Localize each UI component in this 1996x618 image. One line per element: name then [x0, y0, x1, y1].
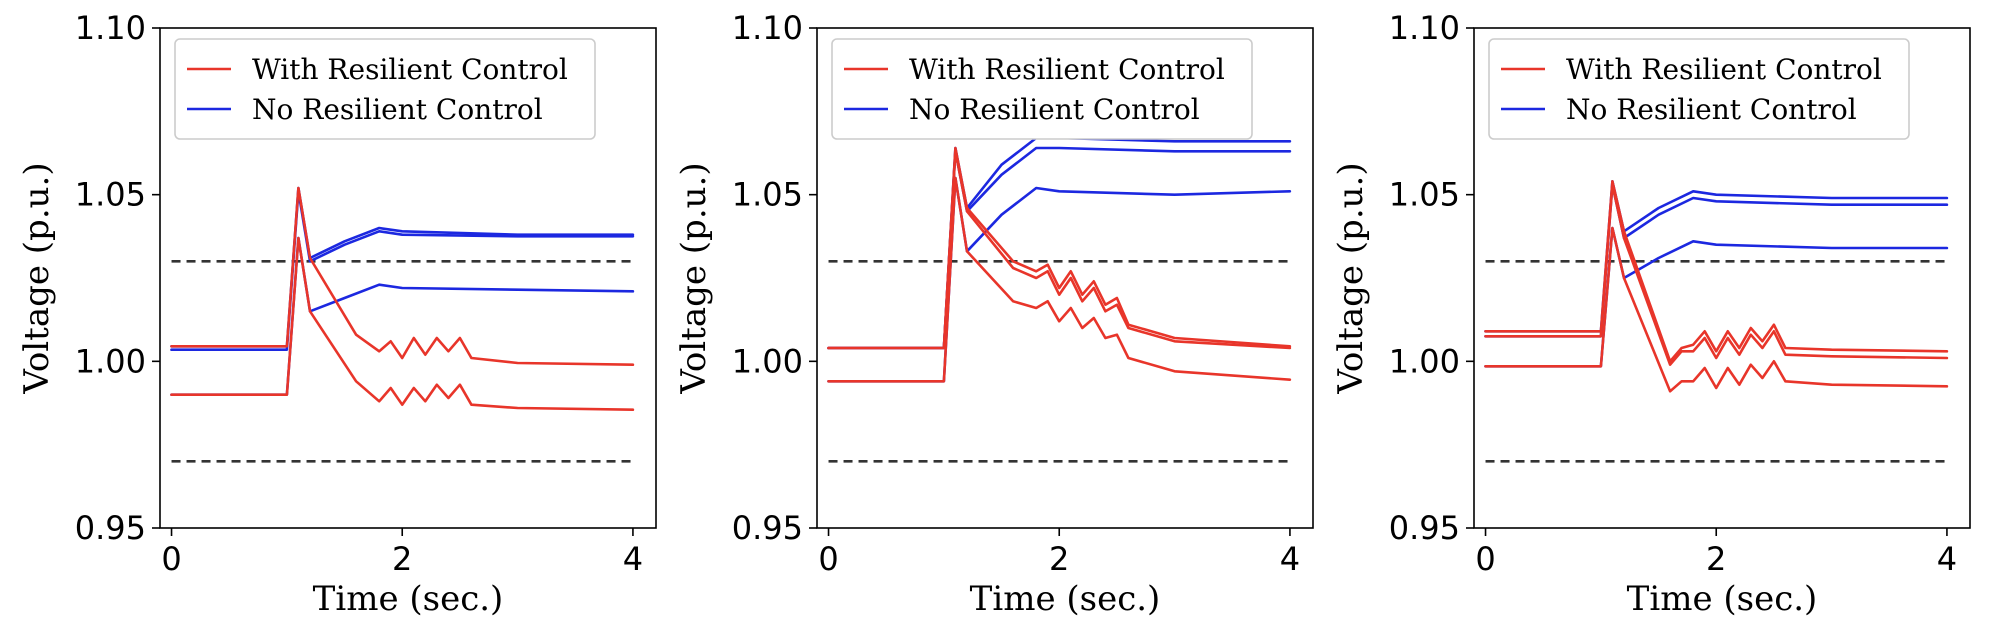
axes-frame — [1473, 27, 1971, 529]
chart-panel-1: 0.95 1.00 1.05 1.10 0 2 4 Time (sec.) Voltage (p… — [17, 9, 657, 618]
legend: With Resilient Control No Resilient Contr… — [831, 38, 1253, 140]
y-tick-label: 0.95 — [1389, 509, 1460, 547]
plot-area — [827, 136, 1292, 463]
with-resilient-line-5 — [827, 150, 1292, 350]
plot-area — [1484, 180, 1949, 463]
y-tick-label: 1.10 — [1389, 9, 1460, 47]
x-tick-label: 2 — [1706, 540, 1726, 578]
with-resilient-line-5 — [1484, 183, 1949, 367]
legend-label-no-resilient: No Resilient Control — [909, 93, 1200, 126]
y-tick-label: 1.05 — [75, 176, 146, 214]
x-axis-label: Time (sec.) — [1627, 579, 1818, 618]
y-tick-label: 0.95 — [732, 509, 803, 547]
y-tick-label: 1.10 — [732, 9, 803, 47]
y-tick-label: 1.10 — [75, 9, 146, 47]
x-tick-label: 2 — [1049, 540, 1069, 578]
chart-panel-3: 0.95 1.00 1.05 1.10 0 2 4 Time (sec.) Voltage (p… — [1331, 9, 1971, 618]
no-resilient-line-3 — [1484, 226, 1949, 368]
with-resilient-line-5 — [170, 236, 635, 412]
x-tick-label: 2 — [392, 540, 412, 578]
plot-area — [170, 186, 635, 463]
y-tick-label: 1.00 — [732, 342, 803, 380]
x-tick-label: 4 — [623, 540, 643, 578]
x-tick-label: 0 — [818, 540, 838, 578]
legend-label-no-resilient: No Resilient Control — [252, 93, 543, 126]
legend-label-with-resilient: With Resilient Control — [252, 53, 568, 86]
no-resilient-line-2 — [170, 190, 635, 352]
x-tick-label: 4 — [1280, 540, 1300, 578]
legend: With Resilient Control No Resilient Contr… — [1488, 38, 1910, 140]
no-resilient-line-1 — [170, 186, 635, 348]
axes-frame — [816, 27, 1314, 529]
no-resilient-line-1 — [827, 136, 1292, 350]
legend-box — [831, 38, 1253, 140]
legend: With Resilient Control No Resilient Contr… — [174, 38, 596, 140]
legend-box — [1488, 38, 1910, 140]
with-resilient-line-4 — [827, 146, 1292, 350]
with-resilient-line-4 — [170, 186, 635, 367]
axes-frame — [159, 27, 657, 529]
with-resilient-line-6 — [1484, 226, 1949, 393]
y-tick-label: 1.05 — [1389, 176, 1460, 214]
chart-panel-2: 0.95 1.00 1.05 1.10 0 2 4 Time (sec.) Voltage (p… — [674, 9, 1314, 618]
with-resilient-line-4 — [1484, 180, 1949, 363]
x-tick-label: 0 — [161, 540, 181, 578]
legend-box — [174, 38, 596, 140]
y-axis-label: Voltage (p.u.) — [674, 162, 714, 394]
no-resilient-line-3 — [827, 176, 1292, 383]
y-tick-label: 1.00 — [1389, 342, 1460, 380]
y-tick-label: 1.05 — [732, 176, 803, 214]
no-resilient-line-2 — [827, 146, 1292, 350]
y-tick-label: 1.00 — [75, 342, 146, 380]
legend-label-no-resilient: No Resilient Control — [1566, 93, 1857, 126]
with-resilient-line-6 — [827, 176, 1292, 383]
y-axis-label: Voltage (p.u.) — [17, 162, 57, 394]
x-tick-label: 4 — [1937, 540, 1957, 578]
x-axis-label: Time (sec.) — [970, 579, 1161, 618]
x-tick-label: 0 — [1475, 540, 1495, 578]
legend-label-with-resilient: With Resilient Control — [909, 53, 1225, 86]
y-tick-label: 0.95 — [75, 509, 146, 547]
y-axis-label: Voltage (p.u.) — [1331, 162, 1371, 394]
x-axis-label: Time (sec.) — [313, 579, 504, 618]
legend-label-with-resilient: With Resilient Control — [1566, 53, 1882, 86]
